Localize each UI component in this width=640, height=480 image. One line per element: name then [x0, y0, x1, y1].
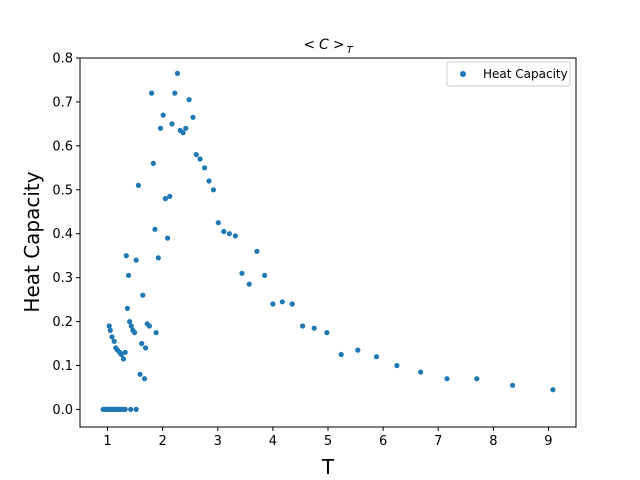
data-point: [474, 376, 480, 382]
data-point: [338, 351, 344, 358]
data-point: [174, 70, 181, 76]
data-point: [109, 334, 115, 340]
data-point: [132, 330, 138, 336]
data-point: [239, 270, 245, 276]
data-point: [160, 112, 166, 118]
data-point: [202, 165, 208, 171]
y-tick-label: 0.6: [52, 139, 73, 154]
x-tick-label: 8: [489, 434, 497, 449]
data-point: [373, 354, 380, 360]
data-point: [270, 301, 276, 307]
y-tick-label: 0.0: [52, 403, 73, 418]
data-point: [215, 220, 221, 226]
data-point: [128, 406, 134, 412]
data-point: [139, 340, 145, 347]
data-point: [190, 114, 196, 120]
data-point: [153, 330, 159, 336]
x-tick-label: 3: [214, 434, 222, 449]
data-point: [172, 90, 178, 96]
data-point: [246, 281, 252, 287]
data-point: [135, 182, 141, 188]
y-tick-label: 0.5: [52, 183, 73, 198]
data-point: [254, 248, 260, 254]
data-point: [157, 125, 164, 131]
data-point: [149, 90, 155, 96]
data-point: [206, 178, 212, 184]
data-point: [127, 319, 133, 325]
data-point: [133, 257, 139, 263]
data-point: [162, 196, 168, 202]
x-tick-label: 2: [159, 434, 167, 449]
data-point: [140, 292, 146, 298]
data-point: [128, 323, 134, 329]
data-point: [106, 323, 112, 329]
data-point: [146, 323, 152, 329]
data-point: [111, 338, 117, 344]
data-point: [324, 330, 330, 336]
data-point: [193, 152, 199, 158]
legend-box: [446, 61, 571, 87]
legend-marker: [460, 71, 466, 77]
data-point: [107, 327, 113, 333]
data-point: [418, 369, 424, 375]
data-point: [122, 349, 128, 355]
chart-title: < C > T: [303, 37, 353, 56]
data-point: [262, 272, 268, 278]
data-point: [394, 362, 400, 369]
data-point: [197, 156, 203, 162]
legend: Heat Capacity: [446, 61, 571, 87]
data-point: [152, 226, 158, 232]
y-axis-label: Heat Capacity: [20, 171, 44, 312]
data-point: [124, 305, 130, 311]
data-point: [125, 272, 132, 278]
x-tick-label: 6: [379, 434, 387, 449]
data-point: [509, 382, 516, 388]
data-point: [311, 325, 317, 331]
data-point: [133, 406, 139, 412]
data-point: [183, 125, 189, 131]
data-point: [180, 130, 186, 136]
data-point: [150, 160, 156, 166]
y-tick-label: 0.4: [52, 227, 73, 242]
x-tick-label: 9: [544, 434, 552, 449]
data-point: [120, 356, 127, 362]
legend-entry-heat-capacity: Heat Capacity: [483, 67, 568, 81]
scatter-points: [100, 70, 556, 412]
x-tick-label: 4: [269, 434, 277, 449]
data-point: [300, 323, 306, 329]
data-point: [122, 406, 128, 412]
y-axis-ticks: 0.0 0.1 0.2 0.3 0.4 0.5 0.6 0.7 0.8: [52, 52, 80, 418]
x-tick-label: 1: [103, 434, 111, 449]
x-axis-ticks: 1 2 3 4 5 6 7 8 9: [103, 427, 553, 449]
data-point: [279, 299, 285, 305]
data-point: [155, 255, 161, 261]
x-tick-label: 7: [434, 434, 442, 449]
data-point: [137, 371, 143, 377]
data-point: [355, 347, 361, 353]
y-tick-label: 0.3: [52, 271, 73, 286]
data-point: [289, 301, 295, 307]
y-tick-label: 0.8: [52, 52, 73, 67]
data-point: [123, 253, 129, 259]
data-point: [210, 187, 216, 193]
data-point: [226, 231, 232, 237]
data-point: [221, 228, 227, 235]
data-point: [118, 351, 124, 358]
data-point: [232, 233, 238, 239]
data-point: [550, 387, 556, 393]
data-point: [186, 97, 192, 103]
y-tick-label: 0.1: [52, 359, 73, 374]
data-point: [141, 376, 148, 382]
x-tick-label: 5: [324, 434, 332, 449]
data-point: [169, 121, 175, 127]
x-axis-label: T: [321, 455, 335, 479]
data-point: [444, 376, 450, 382]
data-point: [143, 345, 149, 351]
y-tick-label: 0.2: [52, 315, 73, 330]
data-point: [165, 235, 171, 241]
data-point: [167, 193, 173, 199]
y-tick-label: 0.7: [52, 95, 73, 110]
